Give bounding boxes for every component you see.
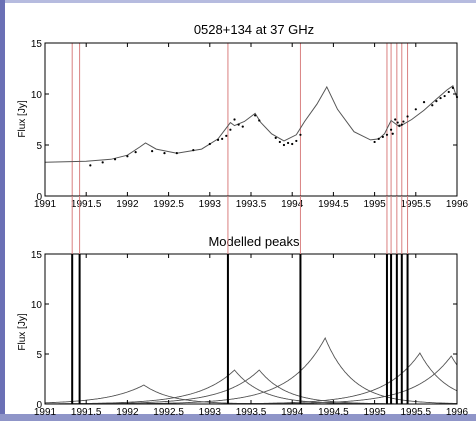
bottom-event-lines: [71, 254, 409, 404]
top-y-tick-label: 0: [36, 192, 42, 203]
top-data-point: [208, 142, 211, 146]
bottom-x-tick-label: 1994: [281, 407, 304, 418]
top-x-tick-label: 1991.5: [71, 199, 102, 210]
top-y-tick-label: 5: [36, 141, 42, 152]
top-chart: 0528+134 at 37 GHz Flux [Jy] 1991 1991.5 1…: [17, 22, 469, 210]
top-data-point: [282, 143, 286, 147]
top-data-point: [274, 136, 277, 139]
top-data-point: [101, 161, 104, 164]
top-data-point: [163, 152, 166, 155]
top-x-tick-label: 1992.5: [153, 199, 184, 210]
top-data-point: [447, 90, 450, 94]
top-data-point: [400, 123, 403, 126]
top-x-tick-label: 1991: [34, 199, 57, 210]
bottom-x-ticks: 1991 1991.5 1992 1992.5 1993 1993.5 1994 1994.5…: [34, 254, 469, 418]
top-data-point: [295, 139, 298, 143]
top-x-ticks: 1991 1991.5 1992 1992.5 1993 1993.5 1994 1994.5…: [34, 43, 469, 210]
top-data-point: [389, 128, 393, 131]
top-data-point: [225, 134, 228, 137]
bottom-x-tick-label: 1994.5: [318, 407, 349, 418]
bottom-y-tick-label: 10: [31, 300, 43, 311]
top-y-ticks: 0 5 10 15: [31, 39, 457, 203]
top-data-point: [377, 137, 380, 140]
top-data-point: [398, 124, 401, 127]
top-x-tick-label: 1994.5: [318, 199, 349, 210]
top-data-point: [422, 101, 426, 104]
top-data-point: [89, 164, 92, 167]
top-data-points: [89, 86, 459, 167]
top-data-point: [431, 104, 434, 107]
bottom-x-tick-label: 1991: [34, 407, 57, 418]
top-data-point: [113, 158, 117, 161]
top-data-point: [286, 141, 290, 145]
bottom-chart-title: Modelled peaks: [208, 234, 300, 249]
top-x-tick-label: 1992: [116, 199, 139, 210]
top-data-point: [134, 151, 137, 154]
top-model-line: [44, 85, 458, 163]
frame-bottom: [0, 414, 476, 421]
top-data-point: [373, 140, 376, 144]
top-data-point: [435, 100, 438, 103]
top-data-point: [414, 108, 417, 111]
top-x-tick-label: 1993: [199, 199, 222, 210]
top-data-point: [439, 96, 442, 100]
top-event-lines: [71, 43, 409, 196]
top-x-tick-label: 1993.5: [236, 199, 267, 210]
frame-top: [0, 0, 476, 3]
top-data-point: [391, 132, 394, 135]
top-data-point: [126, 155, 129, 158]
top-data-point: [402, 120, 405, 123]
bottom-x-tick-label: 1995: [363, 407, 386, 418]
event-connectors: [71, 196, 409, 254]
top-data-point: [237, 123, 240, 126]
top-data-point: [291, 142, 294, 146]
bottom-chart-ylabel: Flux [Jy]: [17, 313, 28, 350]
bottom-x-tick-label: 1996: [446, 407, 469, 418]
bottom-x-tick-label: 1995.5: [401, 407, 432, 418]
top-data-point: [151, 150, 154, 153]
bottom-chart: Modelled peaks Flux [Jy] 1991 1991.5 1992 1…: [17, 234, 469, 418]
bottom-x-tick-label: 1992.5: [153, 407, 184, 418]
top-data-point: [451, 86, 454, 89]
top-data-point: [241, 125, 244, 128]
top-x-tick-label: 1996: [446, 199, 469, 210]
top-data-point: [278, 140, 281, 144]
top-data-point: [175, 152, 178, 155]
top-data-point: [299, 133, 302, 136]
bottom-x-tick-label: 1993: [199, 407, 222, 418]
top-data-point: [394, 118, 397, 121]
top-data-point: [254, 114, 257, 117]
bottom-x-tick-label: 1992: [116, 407, 139, 418]
bottom-x-tick-label: 1993.5: [236, 407, 267, 418]
top-data-point: [216, 138, 220, 141]
top-data-point: [385, 133, 389, 136]
top-data-point: [229, 128, 232, 131]
bottom-x-tick-label: 1991.5: [71, 407, 102, 418]
top-data-point: [396, 121, 399, 124]
top-data-point: [381, 135, 384, 138]
bottom-y-tick-label: 5: [36, 350, 42, 361]
top-data-point: [258, 119, 261, 122]
top-x-tick-label: 1995.5: [401, 199, 432, 210]
top-data-point: [221, 137, 224, 140]
top-data-point: [233, 118, 236, 121]
top-x-tick-label: 1995: [363, 199, 386, 210]
bottom-y-ticks: 0 5 10 15: [31, 250, 457, 411]
top-data-point: [443, 94, 446, 98]
top-y-tick-label: 10: [31, 90, 43, 101]
top-chart-title: 0528+134 at 37 GHz: [194, 22, 314, 37]
top-data-point: [406, 115, 409, 118]
bottom-y-tick-label: 15: [31, 250, 43, 261]
frame-left: [0, 0, 5, 421]
bottom-y-tick-label: 0: [36, 400, 42, 411]
top-x-tick-label: 1994: [281, 199, 304, 210]
top-data-point: [192, 149, 195, 152]
top-y-tick-label: 15: [31, 39, 43, 50]
top-chart-ylabel: Flux [Jy]: [17, 100, 28, 137]
